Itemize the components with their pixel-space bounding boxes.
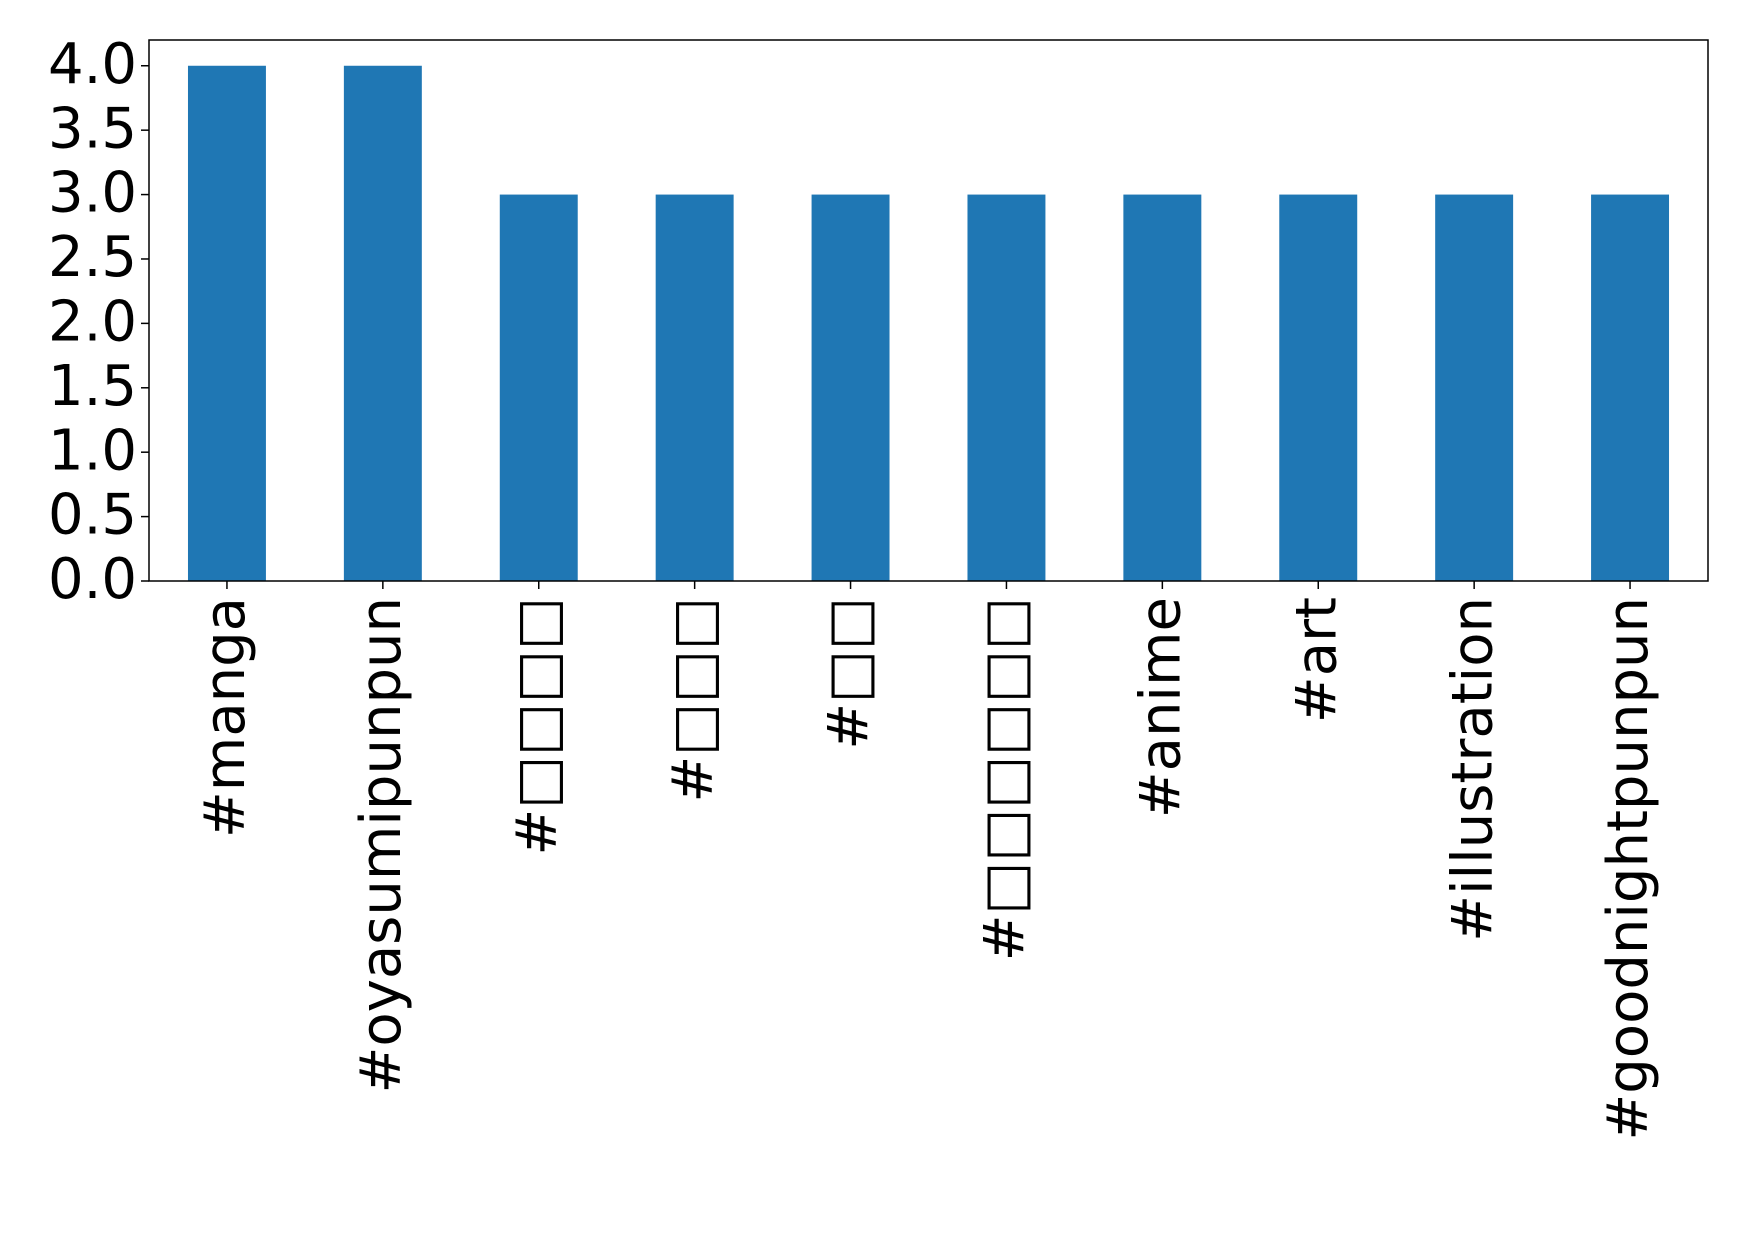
axes-frame: [148, 39, 1709, 582]
y-tick-label: 0.0: [48, 547, 137, 612]
x-tick-label: #oyasumipunpun: [349, 597, 414, 1093]
x-tick-label: #□□□□□□: [973, 597, 1038, 961]
x-tick-label: #illustration: [1440, 597, 1505, 942]
x-tick-label: #□□□: [661, 597, 726, 803]
bar: [1279, 194, 1358, 582]
bar: [1123, 194, 1202, 582]
x-tick-label: #goodnightpunpun: [1596, 597, 1661, 1141]
y-tick-label: 2.5: [48, 225, 137, 290]
x-tick-label: #art: [1284, 597, 1349, 723]
y-tick-label: 4.0: [48, 32, 137, 97]
x-tick-label: #anime: [1128, 597, 1193, 818]
x-tick-label: #□□: [817, 597, 882, 750]
y-tick-label: 1.0: [48, 418, 137, 483]
bar: [811, 194, 890, 582]
y-tick-label: 1.5: [48, 354, 137, 419]
bar: [1591, 194, 1670, 582]
bar: [187, 65, 266, 581]
bar: [655, 194, 734, 582]
y-tick-label: 0.5: [48, 483, 137, 548]
bar: [499, 194, 578, 582]
bar: [1435, 194, 1514, 582]
bar: [343, 65, 422, 581]
x-tick-label: #manga: [193, 597, 258, 838]
x-tick-label: #□□□□: [505, 597, 570, 856]
y-tick-label: 3.0: [48, 161, 137, 226]
y-tick-label: 3.5: [48, 96, 137, 161]
bar: [967, 194, 1046, 582]
y-tick-label: 2.0: [48, 290, 137, 355]
